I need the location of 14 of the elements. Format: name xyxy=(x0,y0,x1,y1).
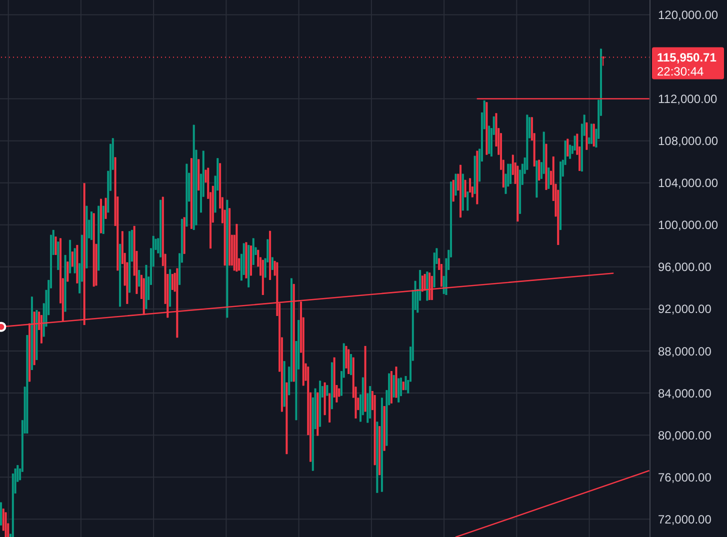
y-tick-label: 76,000.00 xyxy=(658,470,712,484)
y-tick-label: 96,000.00 xyxy=(658,260,712,274)
y-tick-label: 84,000.00 xyxy=(658,386,712,400)
y-tick-label: 72,000.00 xyxy=(658,512,712,526)
y-tick-label: 120,000.00 xyxy=(658,8,718,22)
y-tick-label: 88,000.00 xyxy=(658,344,712,358)
y-tick-label: 108,000.00 xyxy=(658,134,718,148)
y-tick-label: 112,000.00 xyxy=(658,92,718,106)
text: 22:30:44 xyxy=(657,64,704,78)
y-tick-label: 80,000.00 xyxy=(658,428,712,442)
y-tick-label: 100,000.00 xyxy=(658,218,718,232)
y-tick-label: 92,000.00 xyxy=(658,302,712,316)
y-tick-label: 104,000.00 xyxy=(658,176,718,190)
ref-line-label: 115,950.71 xyxy=(657,50,717,64)
